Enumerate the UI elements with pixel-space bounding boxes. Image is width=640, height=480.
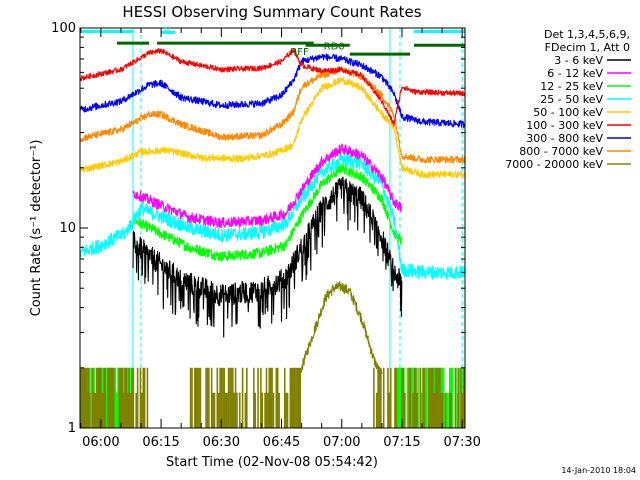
- footer-timestamp: 14-Jan-2010 18:04: [561, 466, 636, 475]
- x-axis-label: Start Time (02-Nov-08 05:54:42): [166, 455, 378, 470]
- legend-header-1: Det 1,3,4,5,6,9,: [544, 28, 630, 41]
- annotation-0: N: [164, 26, 171, 37]
- legend-label-6: 300 - 800 keV: [526, 132, 603, 145]
- y-axis-label: Count Rate (s⁻¹ detector⁻¹): [29, 140, 44, 317]
- x-tick-label: 07:30: [443, 435, 480, 450]
- series-line-2: [132, 163, 403, 262]
- annotation-2: RD0: [324, 41, 345, 52]
- x-tick-label: 06:45: [263, 435, 300, 450]
- low-count-noise-olive-2: [189, 367, 302, 428]
- x-tick-label: 06:00: [82, 435, 119, 450]
- plot-area: [80, 28, 465, 428]
- legend-label-0: 3 - 6 keV: [554, 54, 603, 67]
- legend-label-5: 100 - 300 keV: [526, 119, 603, 132]
- x-tick-label: 06:30: [203, 435, 240, 450]
- chart-title: HESSI Observing Summary Count Rates: [122, 3, 421, 21]
- series-line-1: [132, 143, 403, 229]
- x-axis: 06:00 06:15 06:30 06:45 07:00 07:15 07:30: [80, 28, 481, 450]
- y-tick-label: 100: [51, 21, 76, 36]
- series-line-0: [132, 176, 403, 338]
- x-tick-label: 06:15: [142, 435, 179, 450]
- legend-label-3: 25 - 50 keV: [540, 93, 603, 106]
- y-axis: 1 10 100: [51, 21, 465, 436]
- series-line-3: [80, 152, 465, 280]
- legend-label-2: 12 - 25 keV: [540, 80, 603, 93]
- low-count-noise-olive-1: [80, 367, 149, 428]
- legend-label-7: 800 - 7000 keV: [519, 145, 603, 158]
- x-tick-label: 07:15: [383, 435, 420, 450]
- legend-label-1: 6 - 12 keV: [547, 67, 603, 80]
- series-line-7: [80, 66, 465, 164]
- legend-header-2: FDecim 1, Att 0: [545, 41, 630, 54]
- annotations: N RFF RD0: [164, 26, 345, 58]
- legend-label-8: 7000 - 20000 keV: [505, 158, 603, 171]
- series-line-5: [80, 48, 465, 127]
- y-tick-label: 10: [59, 221, 76, 236]
- legend: Det 1,3,4,5,6,9, FDecim 1, Att 0 3 - 6 k…: [505, 28, 631, 171]
- legend-label-4: 50 - 100 keV: [533, 106, 603, 119]
- series-line-4: [80, 77, 465, 179]
- y-tick-label: 1: [68, 421, 76, 436]
- series-line-6: [80, 53, 465, 129]
- series-line-8: [301, 281, 383, 380]
- x-tick-label: 07:00: [323, 435, 360, 450]
- annotation-1: RFF: [290, 47, 309, 58]
